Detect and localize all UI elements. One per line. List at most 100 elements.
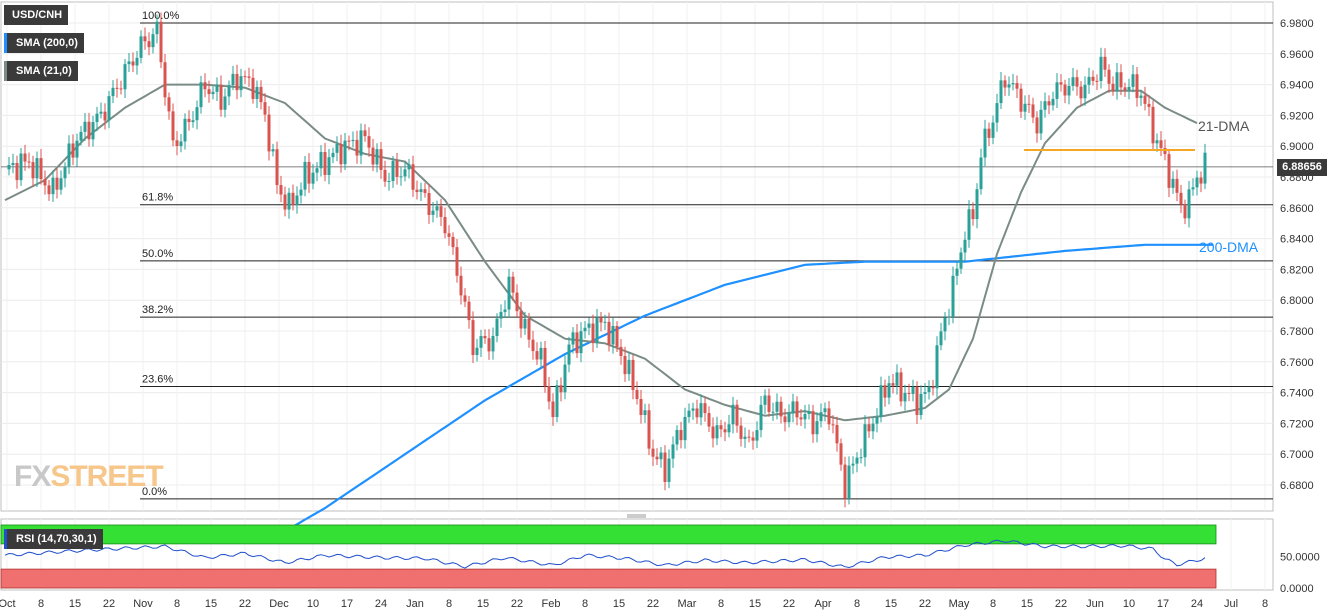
candle-body [195, 107, 199, 121]
candle-body [1051, 98, 1055, 106]
candle [399, 167, 403, 186]
candle-body [611, 325, 615, 345]
candle [1147, 94, 1151, 117]
candle [587, 317, 591, 336]
y-tick-label: 6.9000 [1280, 141, 1314, 153]
candle-body [1175, 178, 1179, 193]
candle-body [23, 153, 27, 162]
candle-body [143, 36, 147, 42]
candle [823, 402, 827, 422]
candle-body [655, 456, 659, 460]
candle-body [227, 85, 231, 97]
candle-body [83, 121, 87, 132]
x-tick-label: 8 [38, 598, 44, 610]
candle-body [1103, 56, 1107, 70]
candle [99, 102, 103, 119]
candle-body [79, 131, 83, 141]
candle [43, 170, 47, 195]
candle [395, 152, 399, 185]
candle-body [299, 189, 303, 196]
candle-body [539, 347, 543, 360]
candle-body [183, 118, 187, 142]
candle [375, 143, 379, 173]
candle-body [843, 464, 847, 499]
x-tick-label: Jul [1224, 598, 1238, 610]
candle [123, 58, 127, 99]
x-tick-label: 17 [1157, 598, 1169, 610]
candle [359, 123, 363, 165]
candle [1195, 170, 1199, 196]
candle-body [119, 88, 123, 90]
candle-body [111, 87, 115, 97]
x-tick-label: Nov [133, 598, 153, 610]
candle-body [931, 386, 935, 389]
candle-body [839, 443, 843, 465]
candle-body [1183, 204, 1187, 219]
candle [499, 304, 503, 328]
candle-body [1075, 77, 1079, 87]
candle [363, 124, 367, 142]
candle [991, 115, 995, 145]
candle-body [1143, 95, 1147, 104]
candle-body [967, 209, 971, 240]
candle [1199, 171, 1203, 193]
candle-body [927, 386, 931, 393]
candle-body [923, 392, 927, 394]
candle-body [979, 157, 983, 190]
candle [611, 317, 615, 354]
candle [331, 147, 335, 164]
candle [787, 404, 791, 428]
candle-body [391, 160, 395, 182]
candle [159, 12, 163, 69]
candle-body [555, 385, 559, 418]
candle [903, 384, 907, 411]
candle [1019, 83, 1023, 118]
candle [807, 404, 811, 420]
candle-body [735, 404, 739, 426]
panel-resize-handle[interactable] [627, 514, 646, 518]
candle [471, 311, 475, 364]
legend-symbol: USD/CNH [4, 5, 69, 25]
candle [459, 266, 463, 305]
candle [523, 311, 527, 335]
candle-body [1199, 177, 1203, 184]
x-tick-label: 8 [854, 598, 860, 610]
candle-body [579, 331, 583, 354]
y-tick-label: 6.7400 [1280, 388, 1314, 400]
x-tick-label: 22 [647, 598, 659, 610]
candle-body [679, 429, 683, 441]
x-tick-label: Dec [269, 598, 289, 610]
x-tick-label: 8 [990, 598, 996, 610]
candle-body [51, 177, 55, 195]
candle-body [495, 318, 499, 337]
candle-body [355, 139, 359, 156]
candle [595, 309, 599, 348]
candle [1159, 131, 1163, 157]
y-tick-label: 6.9600 [1280, 49, 1314, 61]
candle-body [767, 395, 771, 412]
candle-body [207, 89, 211, 95]
candle-body [63, 167, 67, 179]
candle-body [199, 82, 203, 108]
x-tick-label: 15 [749, 598, 761, 610]
x-tick-label: 22 [1055, 598, 1067, 610]
candle-body [167, 97, 171, 112]
candle-body [107, 96, 111, 121]
candle-body [543, 347, 547, 387]
x-tick-label: 24 [1191, 598, 1203, 610]
candle-body [671, 444, 675, 459]
candle-body [371, 147, 375, 165]
candle [75, 133, 79, 167]
candle-body [527, 318, 531, 340]
candle-body [1067, 85, 1071, 96]
candle-body [691, 408, 695, 411]
candle-body [703, 403, 707, 414]
candle [623, 346, 627, 382]
candle [563, 355, 567, 400]
candle-body [479, 336, 483, 348]
candle [103, 103, 107, 130]
candle [1143, 86, 1147, 111]
candle-body [447, 233, 451, 237]
candle [955, 260, 959, 285]
candle [95, 106, 99, 132]
